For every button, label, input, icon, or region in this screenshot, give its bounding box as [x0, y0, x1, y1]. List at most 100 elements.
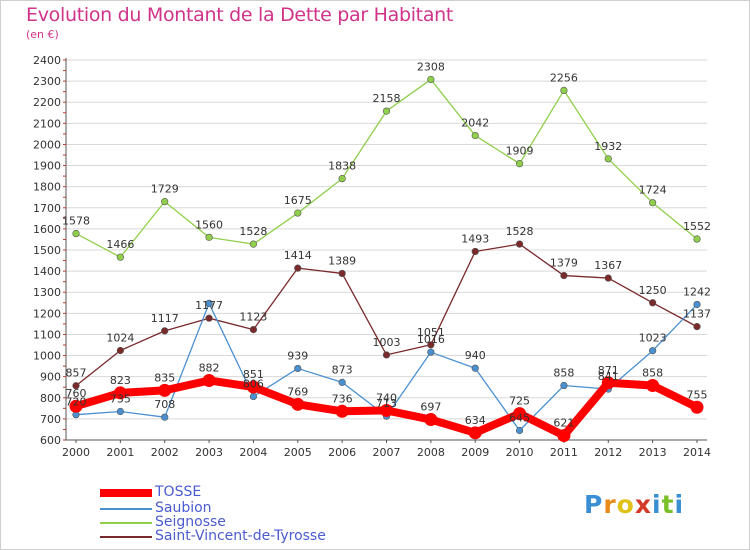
data-label: 1177: [195, 299, 223, 312]
data-label: 713: [376, 397, 397, 410]
legend-item-seignosse: Seignosse: [100, 514, 360, 531]
data-label: 1528: [239, 225, 267, 238]
y-tick-label: 2300: [33, 75, 61, 88]
data-label: 1123: [239, 311, 267, 324]
data-point: [113, 386, 127, 400]
x-tick-label: 2004: [239, 446, 267, 459]
data-label: 645: [509, 412, 530, 425]
data-point: [560, 271, 568, 280]
y-tick-label: 1900: [33, 160, 61, 173]
x-tick-label: 2013: [639, 446, 667, 459]
data-point: [468, 426, 482, 440]
data-point: [116, 253, 124, 261]
legend-label-tosse: TOSSE: [155, 484, 202, 500]
x-tick-label: 2007: [373, 446, 401, 459]
data-label: 871: [598, 364, 619, 377]
y-tick-label: 1400: [33, 265, 61, 278]
data-point: [560, 381, 568, 390]
data-label: 1117: [151, 312, 179, 325]
data-label: 823: [110, 374, 131, 387]
data-label: 1250: [639, 284, 667, 297]
data-label: 736: [332, 392, 353, 405]
data-point: [557, 429, 571, 443]
data-point: [72, 382, 80, 390]
data-point: [427, 75, 435, 84]
data-point: [249, 325, 258, 334]
logo-letter: t: [661, 490, 675, 519]
legend-swatch-saint-vincent: [100, 536, 152, 538]
data-point: [382, 107, 391, 115]
data-point: [338, 269, 346, 278]
data-label: 882: [199, 361, 220, 374]
data-point: [291, 397, 305, 411]
data-point: [604, 274, 612, 282]
y-tick-label: 1700: [33, 202, 61, 215]
x-tick-label: 2014: [683, 446, 711, 459]
data-label: 940: [465, 349, 486, 362]
data-label: 1023: [639, 332, 667, 345]
data-label: 1675: [284, 194, 312, 207]
data-point: [604, 155, 612, 163]
data-label: 1367: [594, 259, 622, 272]
data-point: [246, 380, 260, 394]
logo-letter: i: [652, 490, 662, 519]
x-tick-label: 2006: [328, 446, 356, 459]
data-point: [116, 407, 124, 416]
legend-swatch-saubion: [100, 508, 152, 510]
data-point: [116, 346, 124, 355]
data-point: [72, 229, 80, 238]
data-label: 1003: [373, 336, 401, 349]
data-point: [249, 240, 258, 248]
data-label: 858: [642, 367, 663, 380]
data-label: 1414: [284, 249, 312, 262]
data-label: 1051: [417, 326, 445, 339]
data-point: [515, 426, 524, 435]
data-label: 1552: [683, 220, 711, 233]
y-tick-label: 2100: [33, 117, 61, 130]
data-point: [649, 347, 657, 355]
x-tick-label: 2008: [417, 446, 445, 459]
data-point: [693, 323, 701, 331]
data-label: 939: [287, 349, 308, 362]
x-tick-label: 2010: [506, 446, 534, 459]
x-tick-label: 2003: [195, 446, 223, 459]
y-tick-label: 1300: [33, 286, 61, 299]
data-point: [161, 327, 169, 335]
legend-swatch-seignosse: [100, 522, 152, 524]
data-label: 1729: [151, 183, 179, 196]
data-point: [427, 341, 435, 349]
data-label: 1016: [417, 333, 445, 346]
y-tick-label: 1200: [33, 307, 61, 320]
legend-item-saubion: Saubion: [100, 500, 360, 517]
y-tick-label: 1600: [33, 223, 61, 236]
data-point: [515, 240, 524, 248]
data-label: 1909: [506, 145, 534, 158]
x-tick-label: 2001: [106, 446, 134, 459]
data-point: [471, 364, 479, 372]
y-tick-label: 2400: [33, 54, 61, 67]
x-tick-label: 2005: [284, 446, 312, 459]
data-label: 760: [66, 387, 87, 400]
legend-item-saint-vincent: Saint-Vincent-de-Tyrosse: [100, 528, 360, 545]
y-tick-label: 800: [40, 392, 61, 405]
y-tick-label: 1800: [33, 181, 61, 194]
data-point: [205, 314, 213, 322]
legend-label-saint-vincent: Saint-Vincent-de-Tyrosse: [155, 528, 326, 544]
data-label: 755: [687, 388, 708, 401]
y-tick-label: 700: [40, 413, 61, 426]
data-label: 835: [154, 371, 175, 384]
x-tick-label: 2012: [594, 446, 622, 459]
data-label: 621: [553, 417, 574, 430]
data-label: 851: [243, 368, 264, 381]
data-label: 1560: [195, 218, 223, 231]
data-point: [161, 198, 169, 206]
y-tick-label: 600: [40, 434, 61, 447]
data-point: [649, 199, 657, 207]
data-label: 1838: [328, 160, 356, 173]
data-label: 858: [553, 367, 574, 380]
data-label: 1932: [594, 140, 622, 153]
data-point: [380, 403, 393, 417]
y-tick-label: 2200: [33, 96, 61, 109]
chart-title: Evolution du Montant de la Dette par Hab…: [26, 4, 454, 26]
